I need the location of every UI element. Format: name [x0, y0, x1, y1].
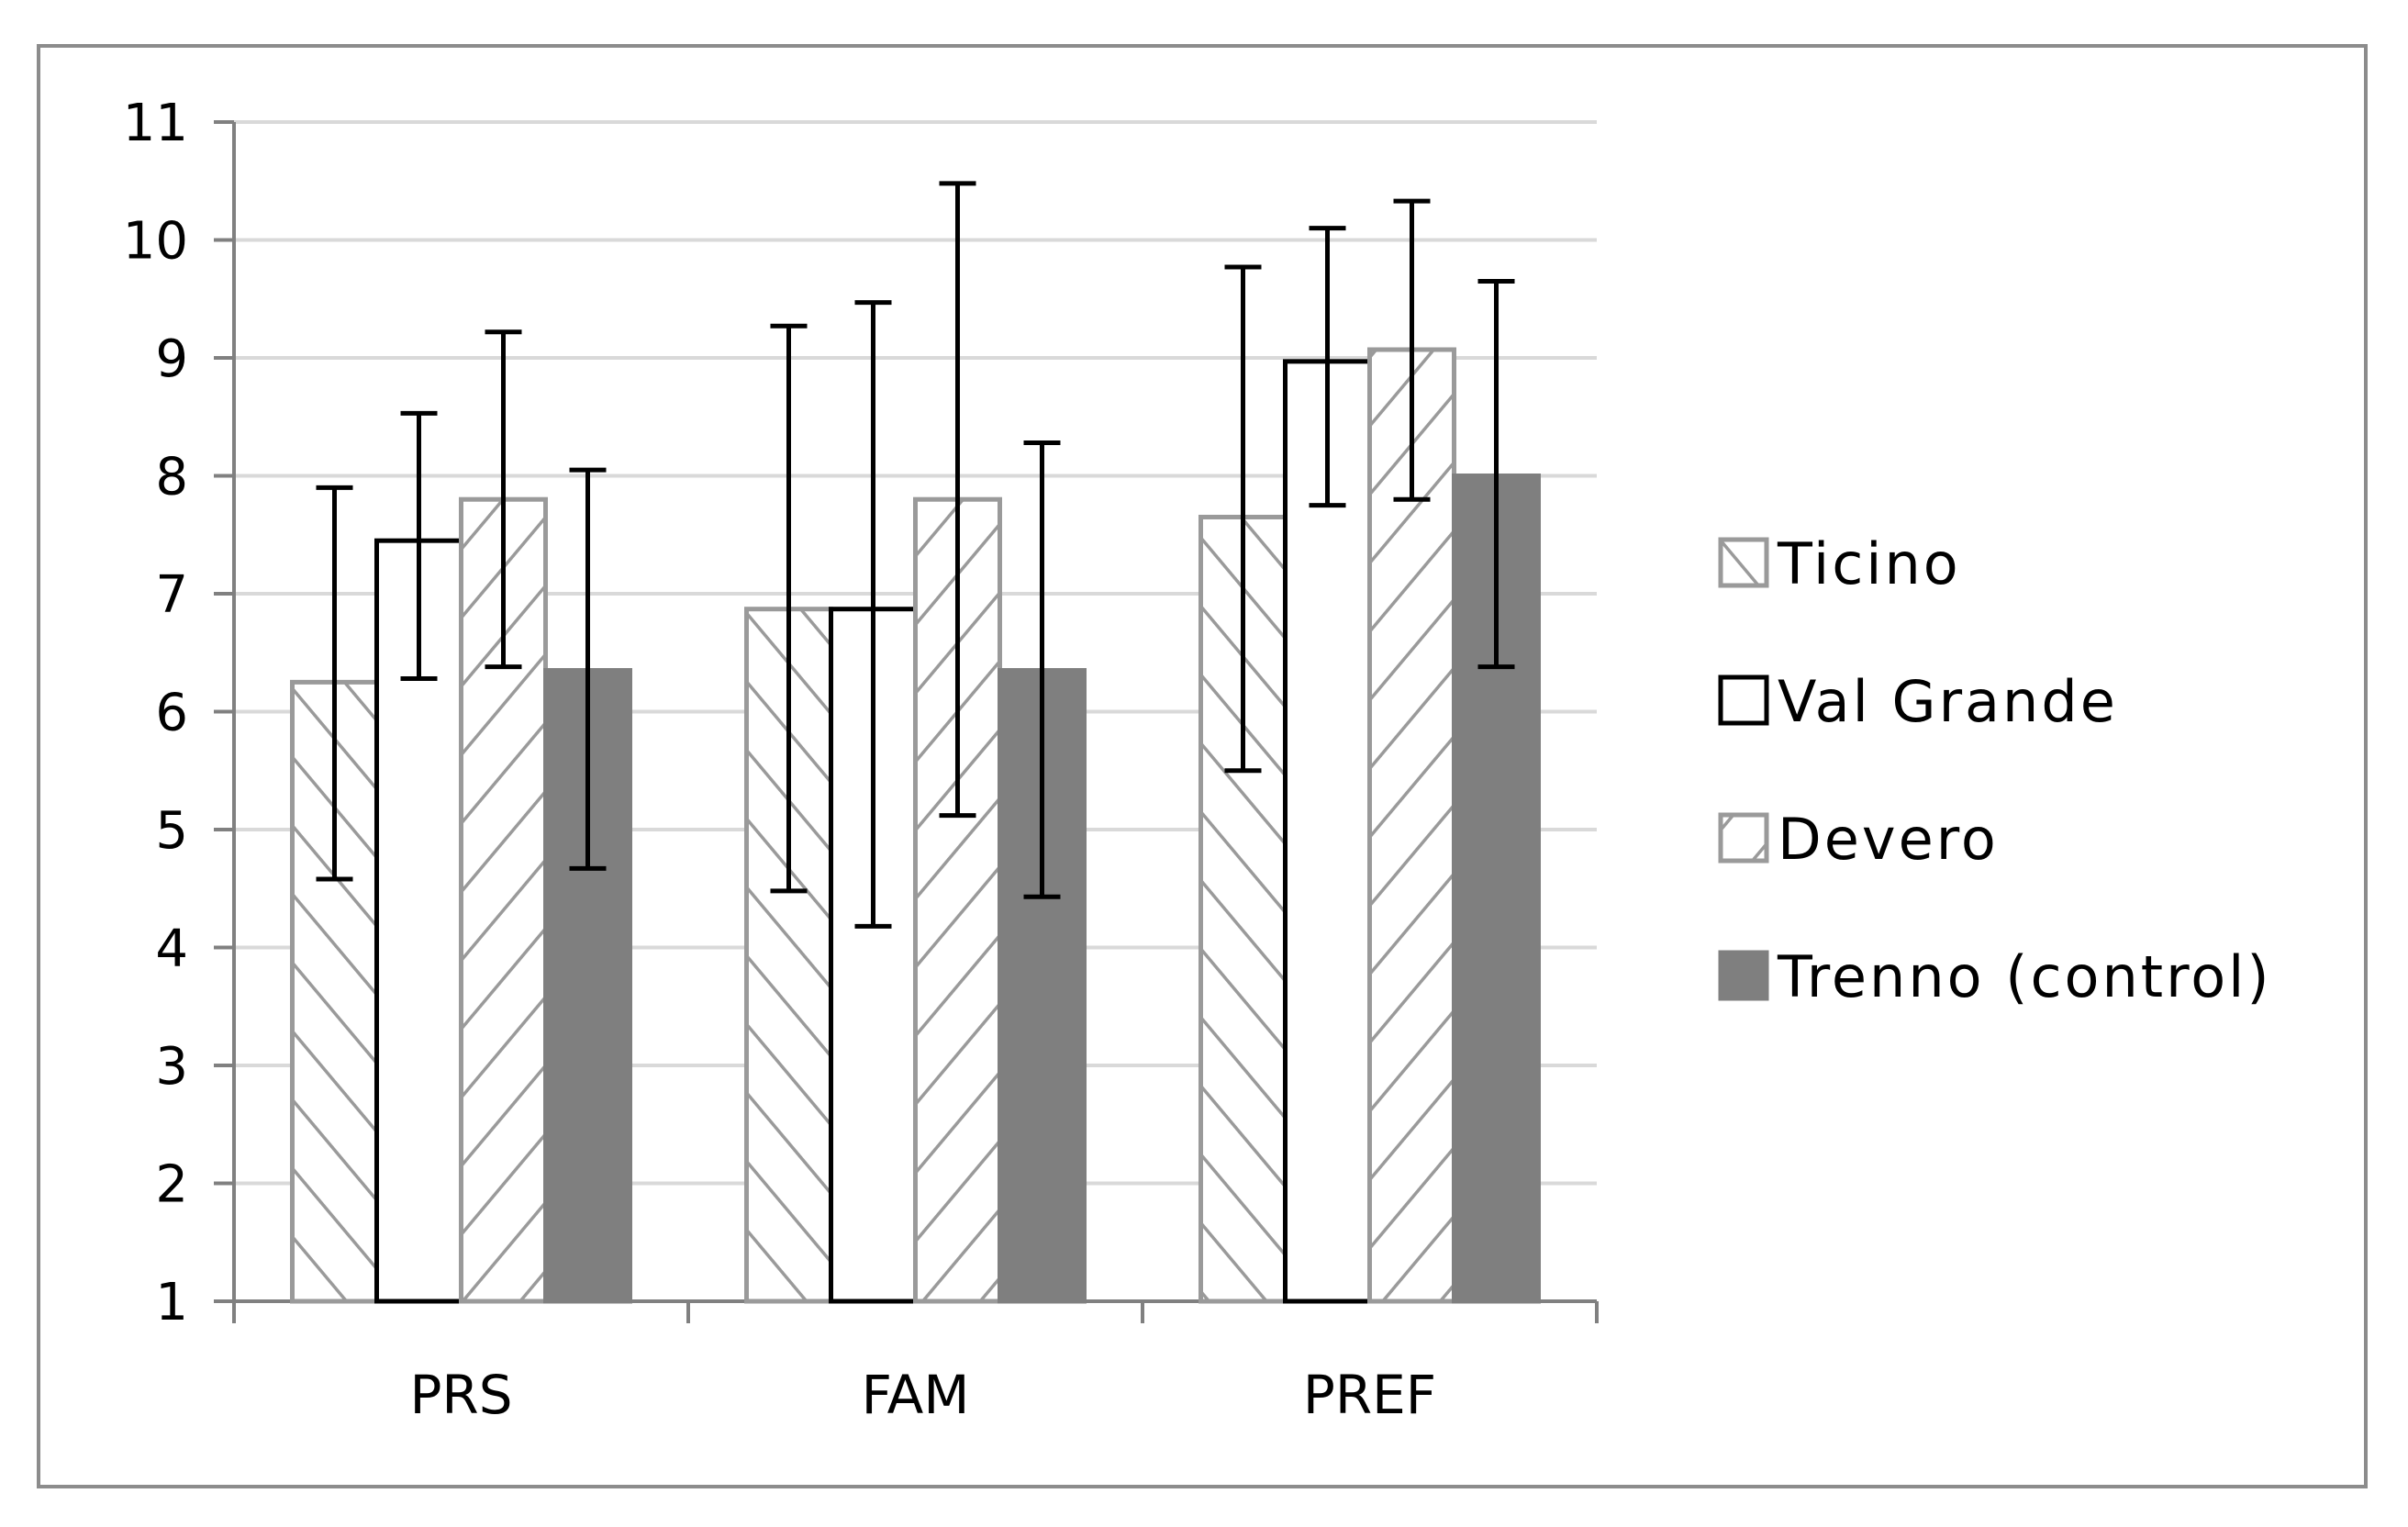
y-tick-label: 3	[155, 1037, 188, 1097]
y-tick-label: 2	[155, 1155, 188, 1215]
legend-swatch	[1718, 812, 1769, 864]
category-label: FAM	[862, 1364, 970, 1426]
legend-label: Val Grande	[1778, 668, 2118, 735]
legend: Ticino Val Grande Devero Trenno (control)	[1718, 530, 2272, 1010]
bar	[1283, 359, 1372, 1304]
y-tick-label: 6	[155, 684, 188, 743]
y-tick-label: 10	[123, 212, 188, 272]
y-tick-label: 8	[155, 448, 188, 507]
y-tick-label: 5	[155, 801, 188, 861]
legend-swatch	[1718, 950, 1769, 1001]
axis-labels: 1 2 3 4 5 6 7 8 9 10 11 PRS FAM PREF	[123, 94, 1436, 1426]
legend-swatch	[1718, 537, 1769, 588]
y-tick-label: 1	[155, 1273, 188, 1332]
y-tick-label: 9	[155, 329, 188, 389]
bars	[290, 347, 1541, 1304]
legend-label: Ticino	[1777, 530, 1961, 597]
category-label: PRS	[409, 1364, 512, 1426]
bar	[1367, 347, 1456, 1304]
legend-label: Devero	[1778, 806, 1999, 873]
legend-swatch	[1718, 674, 1769, 726]
y-tick-label: 11	[123, 94, 188, 153]
y-tick-label: 4	[155, 920, 188, 979]
bar	[998, 668, 1087, 1304]
error-bars	[316, 181, 1515, 929]
category-label: PREF	[1303, 1364, 1436, 1426]
legend-label: Trenno (control)	[1777, 943, 2272, 1010]
y-tick-label: 7	[155, 565, 188, 625]
